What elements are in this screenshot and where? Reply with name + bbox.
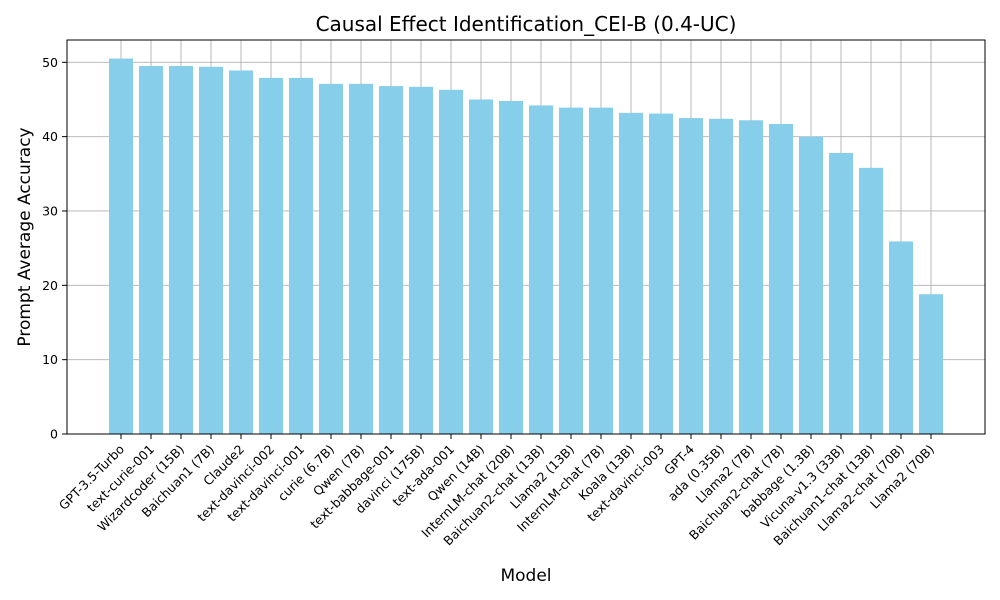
bar: [739, 120, 763, 434]
bar: [229, 70, 253, 434]
bar: [829, 152, 853, 435]
bar: [379, 86, 403, 434]
bar: [709, 118, 733, 435]
y-tick-label: 0: [50, 427, 58, 442]
y-tick-label: 10: [42, 352, 58, 367]
bar: [619, 112, 643, 434]
bar: [559, 107, 583, 435]
bar: [589, 107, 613, 435]
bar: [499, 100, 523, 434]
bar: [409, 86, 433, 435]
bar: [259, 77, 283, 434]
bar: [529, 105, 553, 434]
y-tick-label: 40: [42, 129, 58, 144]
bar: [469, 99, 493, 435]
y-axis-label: Prompt Average Accuracy: [15, 127, 35, 346]
bar: [439, 89, 463, 434]
bar: [889, 241, 913, 434]
bar: [169, 66, 193, 435]
plot-frame: [66, 39, 986, 435]
chart-title: Causal Effect Identification_CEI-B (0.4-…: [316, 12, 737, 36]
bar: [289, 77, 313, 434]
bars: [109, 58, 943, 435]
bar: [769, 124, 793, 434]
bar: [679, 118, 703, 434]
y-tick-label: 50: [42, 55, 58, 70]
bar: [139, 66, 163, 435]
bar: [109, 58, 133, 435]
y-tick-label: 20: [42, 278, 58, 293]
bar: [649, 113, 673, 435]
bar: [349, 83, 373, 434]
x-axis-label: Model: [500, 566, 551, 586]
bar: [799, 136, 823, 434]
bar: [919, 294, 943, 434]
bar: [199, 66, 223, 434]
y-axis-ticks: 0 10 20 30 40 50: [42, 55, 67, 442]
bar: [319, 83, 343, 434]
y-tick-label: 30: [42, 203, 58, 218]
bar: [859, 167, 883, 435]
